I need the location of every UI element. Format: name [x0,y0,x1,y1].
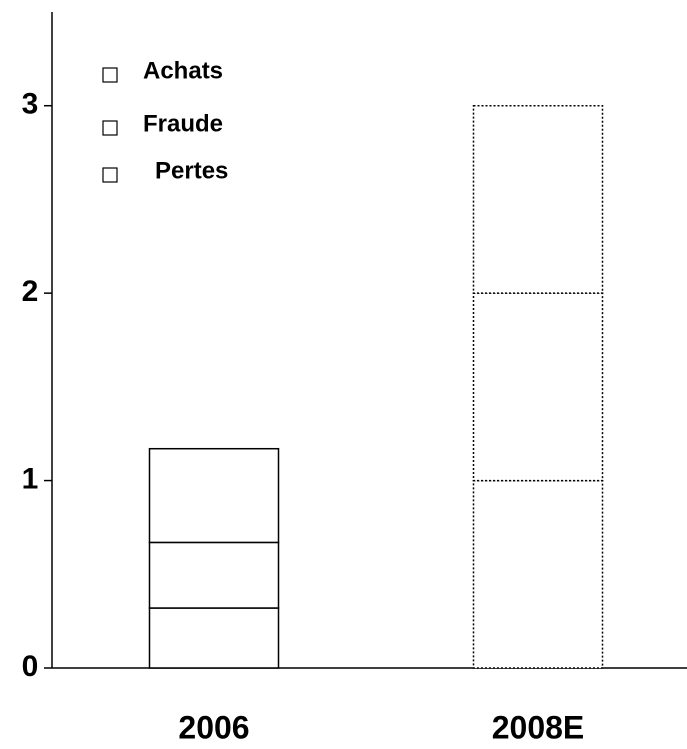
y-tick-label: 0 [22,650,39,683]
bar-segment [472,104,604,294]
legend-label: Fraude [143,110,223,137]
bar-segment [148,607,280,669]
bar-segment [148,541,280,609]
y-tick-label: 3 [22,88,39,121]
y-tick-label: 2 [22,275,39,308]
y-tick-label: 1 [22,462,39,495]
legend-label: Pertes [155,157,228,184]
bar-segment [148,447,280,544]
legend-swatch [102,67,118,83]
bar-segment [472,479,604,669]
legend-swatch [102,167,118,183]
x-tick-label: 2006 [178,709,249,745]
x-tick-label: 2008E [492,709,585,745]
legend-swatch [102,120,118,136]
bar-segment [472,292,604,482]
legend-label: Achats [143,57,223,84]
